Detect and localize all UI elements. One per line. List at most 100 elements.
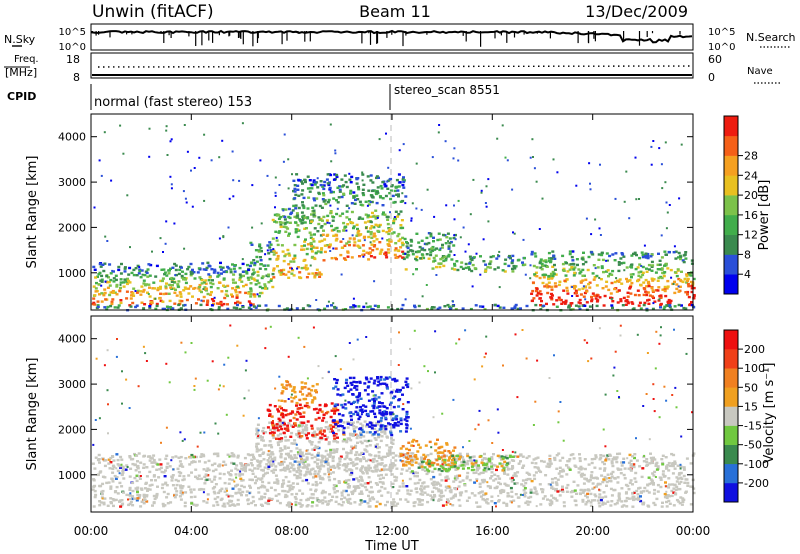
heatmap-cell (295, 212, 299, 215)
heatmap-cell (341, 212, 345, 215)
noise-sky-label: N.Sky (4, 33, 36, 46)
heatmap-cell (150, 461, 154, 464)
heatmap-cell (387, 232, 391, 236)
heatmap-cell (286, 227, 290, 230)
heatmap-cell (449, 240, 453, 244)
heatmap-cell (562, 469, 565, 473)
heatmap-cell (359, 436, 363, 439)
heatmap-cell (223, 490, 227, 493)
heatmap-cell (178, 474, 182, 477)
heatmap-cell (641, 271, 645, 274)
heatmap-cell (209, 285, 213, 289)
heatmap-cell (406, 250, 410, 253)
heatmap-cell (558, 280, 562, 283)
heatmap-cell (437, 482, 441, 485)
heatmap-cell (617, 496, 621, 499)
heatmap-cell (151, 504, 154, 507)
heatmap-cell (390, 501, 394, 504)
heatmap-cell (302, 462, 306, 465)
heatmap-cell (277, 410, 281, 413)
heatmap-cell (629, 464, 633, 467)
heatmap-cell (359, 422, 363, 425)
heatmap-cell (237, 503, 240, 506)
heatmap-cell (581, 268, 585, 272)
heatmap-cell (111, 298, 115, 301)
heatmap-cell (675, 498, 679, 502)
heatmap-cell (391, 482, 395, 485)
heatmap-cell (668, 301, 672, 305)
heatmap-cell (310, 250, 314, 253)
heatmap-cell (690, 301, 693, 304)
heatmap-cell (495, 485, 499, 488)
heatmap-cell (284, 493, 288, 497)
heatmap-cell (614, 252, 618, 255)
heatmap-cell (601, 503, 605, 506)
heatmap-cell (318, 218, 322, 222)
heatmap-cell (355, 486, 359, 489)
heatmap-cell (199, 487, 203, 491)
heatmap-cell (359, 459, 363, 463)
heatmap-cell (222, 302, 226, 306)
heatmap-cell (572, 480, 576, 483)
heatmap-cell (544, 260, 548, 264)
heatmap-cell (292, 179, 296, 182)
heatmap-cell (170, 187, 173, 190)
heatmap-cell (335, 448, 339, 451)
heatmap-cell (371, 496, 375, 499)
heatmap-cell (372, 402, 376, 405)
heatmap-cell (487, 220, 490, 223)
heatmap-cell (541, 281, 545, 285)
heatmap-cell (318, 408, 322, 411)
heatmap-cell (293, 391, 297, 394)
heatmap-cell (476, 505, 480, 508)
heatmap-cell (290, 493, 294, 496)
noise-right-tick-bottom: 10^0 (708, 42, 735, 53)
heatmap-cell (179, 491, 183, 495)
heatmap-cell (335, 381, 339, 385)
heatmap-cell (212, 299, 216, 303)
heatmap-cell (167, 292, 171, 295)
heatmap-cell (486, 485, 490, 488)
heatmap-cell (511, 188, 514, 191)
heatmap-cell (369, 410, 373, 413)
heatmap-cell (238, 278, 242, 282)
heatmap-cell (341, 406, 345, 409)
heatmap-cell (668, 251, 671, 254)
heatmap-cell (125, 290, 129, 293)
heatmap-cell (537, 291, 540, 295)
heatmap-cell (358, 216, 362, 219)
heatmap-cell (684, 251, 688, 254)
heatmap-cell (310, 427, 314, 430)
heatmap-cell (538, 276, 542, 280)
heatmap-cell (651, 472, 655, 475)
heatmap-cell (303, 266, 307, 269)
heatmap-cell (426, 493, 430, 496)
heatmap-cell (337, 429, 341, 432)
heatmap-cell (357, 480, 361, 483)
heatmap-cell (323, 455, 327, 458)
heatmap-cell (201, 262, 205, 265)
heatmap-cell (335, 420, 339, 423)
heatmap-cell (100, 274, 104, 278)
heatmap-cell (522, 489, 526, 492)
heatmap-cell (638, 465, 642, 468)
heatmap-cell (354, 198, 357, 202)
heatmap-cell (435, 487, 439, 490)
heatmap-cell (314, 480, 318, 484)
heatmap-cell (679, 465, 683, 468)
heatmap-cell (374, 438, 378, 441)
heatmap-cell (504, 258, 508, 261)
heatmap-cell (565, 289, 569, 292)
heatmap-cell (128, 304, 132, 307)
heatmap-cell (525, 478, 528, 482)
heatmap-cell (523, 256, 526, 260)
heatmap-cell (300, 406, 304, 410)
heatmap-cell (216, 452, 220, 455)
heatmap-cell (514, 493, 518, 496)
heatmap-cell (229, 268, 233, 271)
heatmap-cell (146, 268, 150, 271)
heatmap-cell (392, 417, 395, 420)
heatmap-cell (179, 484, 182, 487)
heatmap-cell (149, 263, 153, 267)
heatmap-cell (501, 269, 505, 272)
